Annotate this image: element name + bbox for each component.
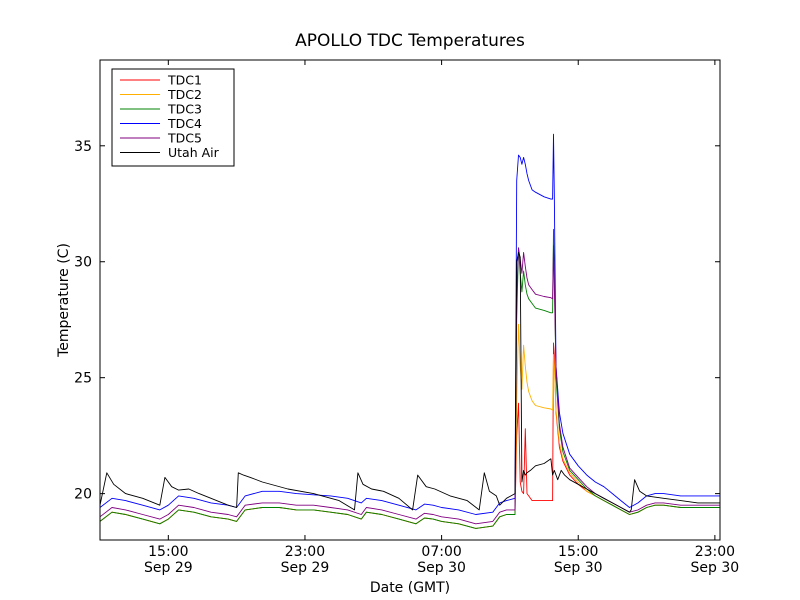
legend-label: TDC2 xyxy=(167,87,202,102)
legend-label: TDC3 xyxy=(167,102,202,117)
x-tick-label-date: Sep 29 xyxy=(144,560,193,576)
y-axis-label: Temperature (C) xyxy=(56,243,72,358)
series-line-tdc4 xyxy=(99,133,720,515)
y-tick-label: 30 xyxy=(74,255,92,271)
x-tick-label-time: 15:00 xyxy=(558,544,598,560)
legend-label: TDC4 xyxy=(167,116,202,131)
y-tick-label: 35 xyxy=(74,139,92,155)
x-tick-label-time: 23:00 xyxy=(695,544,735,560)
chart-title: APOLLO TDC Temperatures xyxy=(295,31,525,51)
x-tick-label-date: Sep 29 xyxy=(281,560,330,576)
plot-frame xyxy=(99,59,721,541)
y-tick-label: 20 xyxy=(74,487,92,503)
series-line-utah-air xyxy=(99,252,720,513)
x-axis-label: Date (GMT) xyxy=(370,580,450,596)
legend-label: TDC1 xyxy=(167,73,202,88)
x-tick-label-date: Sep 30 xyxy=(691,560,740,576)
y-axis: 20 25 30 35 xyxy=(74,139,720,503)
x-tick-label-time: 23:00 xyxy=(285,544,325,560)
legend-label: TDC5 xyxy=(167,131,202,146)
series-line-tdc5 xyxy=(99,245,720,525)
legend-frame xyxy=(111,68,235,167)
y-tick-label: 25 xyxy=(74,371,92,387)
series-line-tdc1 xyxy=(99,342,720,529)
x-tick-label-date: Sep 30 xyxy=(554,560,603,576)
x-tick-label-date: Sep 30 xyxy=(417,560,466,576)
x-tick-label-time: 15:00 xyxy=(148,544,188,560)
series-line-tdc3 xyxy=(99,228,720,529)
legend-label: Utah Air xyxy=(168,145,220,160)
x-tick-label-time: 07:00 xyxy=(421,544,461,560)
series-layer xyxy=(99,133,720,529)
